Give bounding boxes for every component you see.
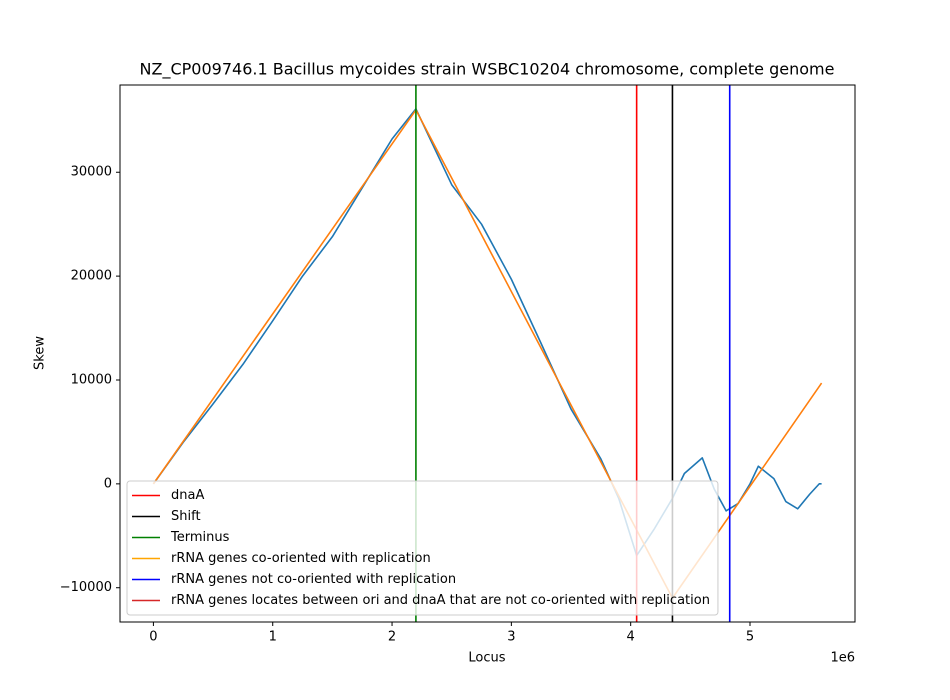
x-tick-label: 1 — [269, 630, 277, 645]
x-tick-label: 0 — [149, 630, 157, 645]
x-tick-label: 5 — [746, 630, 754, 645]
x-tick-label: 3 — [507, 630, 515, 645]
y-tick-label: 30000 — [71, 165, 112, 180]
legend-label: rRNA genes co-oriented with replication — [171, 551, 431, 566]
series-line — [152, 109, 823, 599]
legend-label: rRNA genes not co-oriented with replicat… — [171, 572, 456, 587]
legend-label: Terminus — [170, 530, 230, 545]
legend: dnaA Shift Terminus rRNA genes co-oriented … — [126, 480, 719, 616]
plot-frame — [119, 84, 856, 623]
y-tick-label: −10000 — [60, 580, 112, 595]
legend-label: Shift — [171, 509, 201, 524]
x-tick-label: 2 — [388, 630, 396, 645]
legend-box — [126, 480, 719, 616]
legend-label: rRNA genes locates between ori and dnaA … — [171, 593, 710, 608]
x-offset-label: 1e6 — [830, 651, 855, 666]
x-tick-label: 4 — [627, 630, 635, 645]
y-tick-label: 10000 — [71, 372, 112, 387]
y-tick-label: 0 — [104, 476, 112, 491]
x-axis-label: Locus — [468, 651, 505, 666]
chart-title: NZ_CP009746.1 Bacillus mycoides strain W… — [140, 60, 835, 80]
legend-label: dnaA — [171, 488, 204, 503]
y-tick-label: 20000 — [71, 269, 112, 284]
y-axis-label: Skew — [33, 336, 48, 370]
